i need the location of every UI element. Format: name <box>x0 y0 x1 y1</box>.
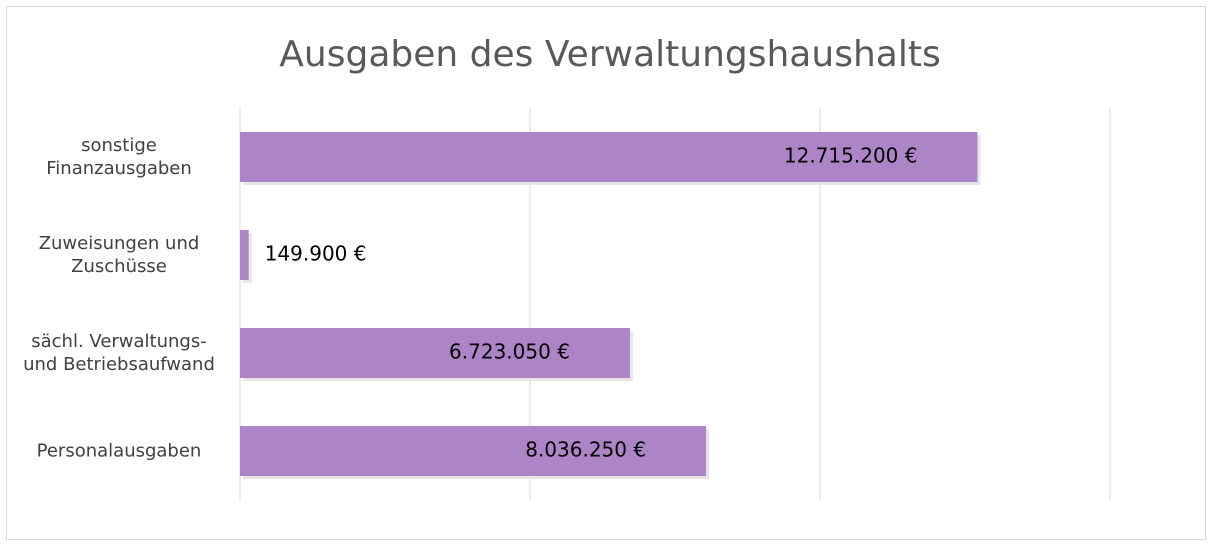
bar <box>240 230 249 280</box>
y-tick-label: Zuweisungen und Zuschüsse <box>38 233 200 277</box>
data-label: 12.715.200 € <box>784 144 918 168</box>
y-tick-label: Personalausgaben <box>36 440 202 462</box>
chart-title: Ausgaben des Verwaltungshaushalts <box>279 34 940 75</box>
y-tick-label: sächl. Verwaltungs- und Betriebsaufwand <box>23 331 215 375</box>
data-label: 8.036.250 € <box>525 438 646 462</box>
bar <box>240 426 707 476</box>
bar <box>240 328 630 378</box>
bar <box>240 132 978 182</box>
y-tick-label: sonstige Finanzausgaben <box>46 135 192 179</box>
data-label: 6.723.050 € <box>449 340 570 364</box>
data-label: 149.900 € <box>265 242 367 266</box>
